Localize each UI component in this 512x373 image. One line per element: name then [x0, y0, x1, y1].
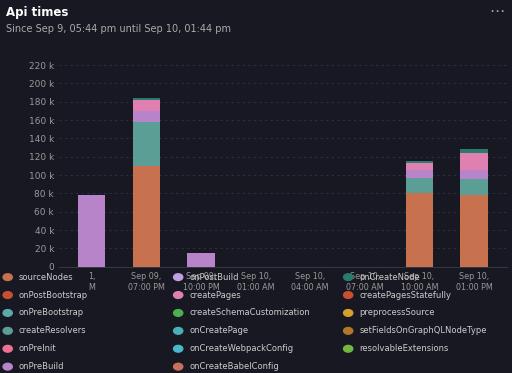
Text: onPreBootstrap: onPreBootstrap [19, 308, 84, 317]
Text: onCreateWebpackConfig: onCreateWebpackConfig [189, 344, 293, 353]
Text: onCreateBabelConfig: onCreateBabelConfig [189, 362, 279, 371]
Text: createSchemaCustomization: createSchemaCustomization [189, 308, 310, 317]
Bar [406, 170, 433, 178]
Bar [406, 178, 433, 193]
Text: Since Sep 9, 05:44 pm until Sep 10, 01:44 pm: Since Sep 9, 05:44 pm until Sep 10, 01:4… [6, 24, 231, 34]
Text: createPages: createPages [189, 291, 241, 300]
Text: onPreBuild: onPreBuild [19, 362, 65, 371]
Text: ⋯: ⋯ [489, 4, 504, 19]
Bar [406, 193, 433, 267]
Bar [406, 163, 433, 170]
Text: preprocessSource: preprocessSource [359, 308, 435, 317]
Bar [460, 179, 488, 195]
Text: onCreateNode: onCreateNode [359, 273, 420, 282]
Text: onPostBuild: onPostBuild [189, 273, 239, 282]
Bar [78, 195, 105, 267]
Text: onPostBootstrap: onPostBootstrap [19, 291, 88, 300]
Bar [460, 150, 488, 153]
Bar [187, 253, 215, 267]
Text: resolvableExtensions: resolvableExtensions [359, 344, 449, 353]
Text: createResolvers: createResolvers [19, 326, 87, 335]
Bar [133, 98, 160, 100]
Bar [460, 170, 488, 179]
Bar [460, 195, 488, 267]
Bar [133, 166, 160, 267]
Bar [460, 153, 488, 170]
Text: setFieldsOnGraphQLNodeType: setFieldsOnGraphQLNodeType [359, 326, 487, 335]
Text: sourceNodes: sourceNodes [19, 273, 74, 282]
Text: Api times: Api times [6, 6, 69, 19]
Bar [133, 111, 160, 122]
Text: onCreatePage: onCreatePage [189, 326, 248, 335]
Bar [133, 122, 160, 166]
Bar [406, 162, 433, 163]
Text: onPreInit: onPreInit [19, 344, 56, 353]
Text: createPagesStatefully: createPagesStatefully [359, 291, 452, 300]
Bar [133, 100, 160, 111]
